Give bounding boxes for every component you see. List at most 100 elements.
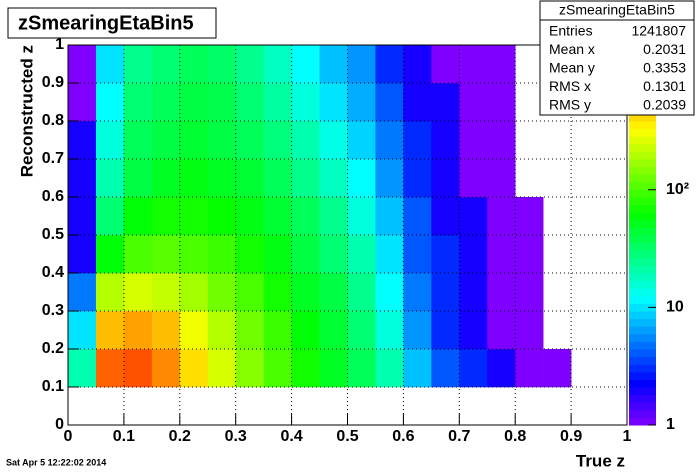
cell — [459, 197, 488, 236]
palette-band — [629, 151, 656, 160]
cell — [291, 159, 320, 198]
cell — [347, 159, 376, 198]
x-tick-label: 0.5 — [336, 428, 358, 445]
cell — [515, 273, 544, 312]
palette-band — [629, 181, 656, 190]
frame — [67, 44, 628, 426]
cell — [431, 45, 460, 84]
cell — [263, 159, 292, 198]
stats-label: RMS y — [549, 97, 591, 113]
cell — [179, 159, 209, 198]
cell — [68, 273, 97, 312]
palette-band — [629, 136, 656, 145]
cell — [319, 235, 348, 274]
x-tick-label: 0.1 — [113, 428, 135, 445]
x-tick-label: 0.7 — [448, 428, 470, 445]
cell — [95, 121, 125, 160]
cell — [123, 159, 153, 198]
cell — [431, 159, 460, 198]
x-tick-label: 0.2 — [169, 428, 191, 445]
cell — [151, 121, 181, 160]
y-tick-label: 0.8 — [42, 112, 64, 129]
palette-band — [629, 250, 656, 259]
cell — [179, 45, 209, 84]
cell — [68, 349, 97, 388]
cell — [95, 159, 125, 198]
palette-band — [629, 121, 656, 130]
cell — [347, 197, 376, 236]
palette-band — [629, 371, 656, 380]
cell — [403, 45, 432, 84]
cell — [207, 311, 236, 350]
palette-band — [629, 364, 656, 373]
chart-title: zSmearingEtaBin5 — [18, 12, 194, 34]
palette-band — [629, 387, 656, 396]
cell — [403, 273, 432, 312]
title-box — [7, 7, 217, 39]
palette-band — [629, 303, 656, 312]
cell — [291, 121, 320, 160]
cell — [291, 83, 320, 122]
cell — [431, 349, 460, 388]
palette-band — [629, 242, 656, 251]
cell — [347, 235, 376, 274]
cell — [291, 197, 320, 236]
cell — [459, 311, 488, 350]
y-tick-label: 0.5 — [42, 226, 64, 243]
cell — [347, 121, 376, 160]
palette-band — [629, 295, 656, 304]
cell — [319, 45, 348, 84]
cell — [515, 197, 544, 236]
cell — [347, 311, 376, 350]
x-tick-label: 0.4 — [280, 428, 302, 445]
cell — [179, 311, 209, 350]
palette-band — [629, 311, 656, 320]
y-tick-label: 0.3 — [42, 302, 64, 319]
cell — [459, 121, 488, 160]
footer-date: Sat Apr 5 12:22:02 2014 — [6, 457, 106, 467]
cell — [515, 349, 544, 388]
cell — [179, 121, 209, 160]
cell — [487, 235, 516, 274]
stats-label: Entries — [549, 23, 593, 39]
palette-band — [629, 288, 656, 297]
cells — [68, 45, 572, 388]
cell — [403, 349, 432, 388]
cell — [319, 121, 348, 160]
cell — [179, 83, 209, 122]
cell — [403, 121, 432, 160]
cell — [291, 273, 320, 312]
cell — [291, 235, 320, 274]
x-tick-label: 0.6 — [392, 428, 414, 445]
cell — [403, 197, 432, 236]
cell — [95, 235, 125, 274]
palette-band — [629, 409, 656, 418]
cell — [151, 197, 181, 236]
cell — [68, 311, 97, 350]
cell — [207, 273, 236, 312]
cell — [151, 235, 181, 274]
palette-band — [629, 273, 656, 282]
cell — [235, 311, 264, 350]
x-tick-label: 0.3 — [225, 428, 247, 445]
x-axis-label: True z — [576, 451, 625, 470]
cell — [123, 83, 153, 122]
cell — [347, 273, 376, 312]
stats-value: 0.2031 — [643, 41, 686, 57]
stats-label: RMS x — [549, 78, 591, 94]
y-tick-label: 0.1 — [42, 378, 64, 395]
cell — [263, 311, 292, 350]
palette-band — [629, 326, 656, 335]
cell — [235, 197, 264, 236]
cell — [431, 273, 460, 312]
cell — [95, 349, 125, 388]
cell — [347, 83, 376, 122]
palette-band — [629, 394, 656, 403]
y-tick-label: 1 — [55, 36, 64, 53]
cell — [207, 349, 236, 388]
cell — [319, 159, 348, 198]
cell — [179, 349, 209, 388]
cell — [235, 159, 264, 198]
cell — [95, 311, 125, 350]
